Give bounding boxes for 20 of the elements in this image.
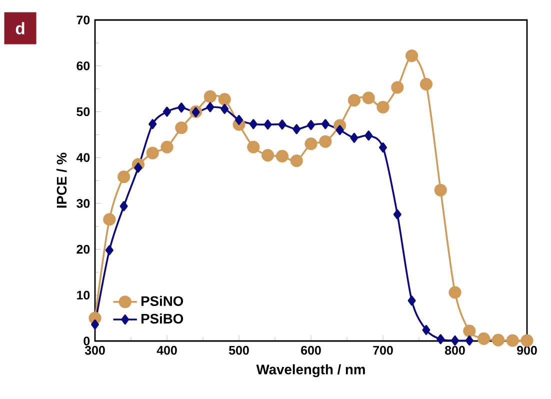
x-axis-title: Wavelength / nm — [256, 364, 365, 378]
x-tick-label: 700 — [373, 346, 393, 355]
y-tick-label: 0 — [84, 336, 90, 346]
y-tick-label: 10 — [77, 290, 90, 300]
x-tick-label: 300 — [84, 346, 105, 355]
y-axis-title: IPCE / % — [56, 152, 67, 208]
x-tick-label: 500 — [229, 346, 249, 355]
y-tick-label: 40 — [76, 153, 90, 162]
text: d — [16, 22, 24, 34]
y-tick-label: 50 — [76, 107, 90, 116]
y-tick-label: 60 — [76, 61, 90, 70]
x-tick-label: 600 — [301, 346, 321, 355]
y-tick-label: 20 — [76, 244, 90, 254]
legend-label: PSiNO — [142, 296, 184, 306]
y-tick-label: 30 — [76, 199, 90, 208]
x-tick-label: 400 — [156, 346, 177, 355]
legend-label: PSiBO — [142, 313, 184, 324]
x-tick-label: 800 — [445, 346, 465, 355]
y-tick-label: 70 — [76, 16, 90, 24]
x-tick-label: 900 — [517, 346, 537, 355]
